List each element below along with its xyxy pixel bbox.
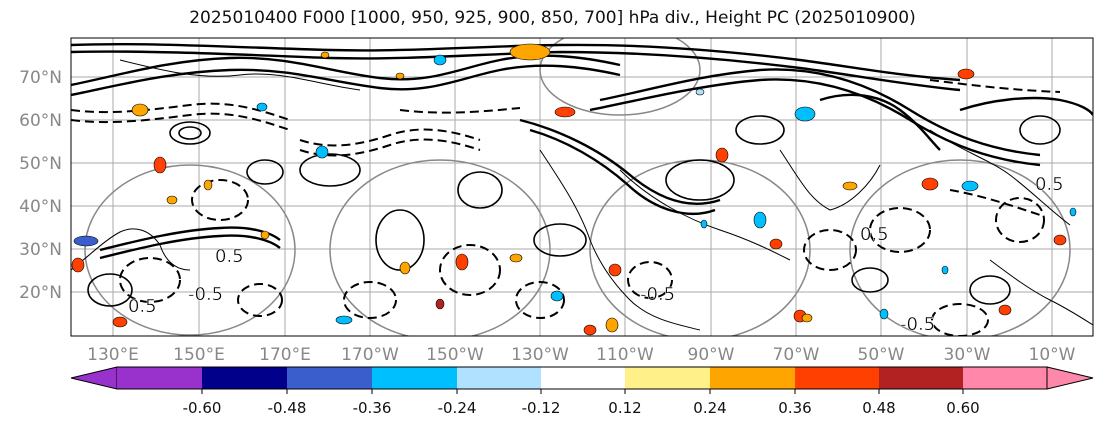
colorbar-bin [541, 367, 625, 389]
lon-label: 150°E [173, 345, 225, 365]
latitude-labels: 70°N 60°N 50°N 40°N 30°N 20°N [19, 68, 62, 303]
map-frame [70, 37, 1094, 337]
contour-label: -0.5 [900, 314, 935, 335]
lat-label: 30°N [19, 240, 62, 260]
lon-label: 110°W [596, 345, 654, 365]
colorbar-bin [372, 367, 457, 389]
colorbar-bin [963, 367, 1047, 389]
lon-label: 30°W [944, 345, 991, 365]
lon-label: 170°E [259, 345, 311, 365]
lat-label: 40°N [19, 197, 62, 217]
contour-label: -0.5 [188, 284, 223, 305]
lat-label: 50°N [19, 154, 62, 174]
lon-label: 170°W [341, 345, 399, 365]
colorbar-bin [879, 367, 963, 389]
colorbar-tick-label: 0.60 [946, 399, 979, 417]
divergence-patches [71, 43, 1077, 336]
colorbar-tick-label: 0.24 [693, 399, 726, 417]
lon-label: 130°W [511, 345, 569, 365]
colorbar-tick-label: 0.12 [608, 399, 641, 417]
contour-labels: -0.5 0.5 0.5 -0.5 0.5 -0.5 0.5 [128, 174, 1064, 336]
colorbar-tick-label: -0.12 [522, 399, 561, 417]
map-title: 2025010400 F000 [1000, 950, 925, 900, 85… [189, 8, 916, 28]
colorbar-tick-label: -0.24 [438, 399, 477, 417]
lon-label: 10°W [1029, 345, 1076, 365]
colorbar-bin [457, 367, 541, 389]
contour-label: 0.5 [1035, 174, 1064, 195]
colorbar-bin [625, 367, 710, 389]
map-panel: -0.5 0.5 0.5 -0.5 0.5 -0.5 0.5 [70, 37, 1094, 337]
lon-label: 150°W [426, 345, 484, 365]
lon-label: 90°W [688, 345, 735, 365]
contour-label: 0.5 [860, 224, 889, 245]
lon-label: 130°E [87, 345, 139, 365]
colorbar-bin [287, 367, 372, 389]
colorbar-bin [710, 367, 795, 389]
colorbar-tick-label: -0.36 [353, 399, 392, 417]
contour-label: 0.5 [128, 296, 157, 317]
contour-label: -0.5 [640, 284, 675, 305]
colorbar: -0.60 -0.48 -0.36 -0.24 -0.12 0.12 0.24 … [70, 366, 1094, 417]
colorbar-tick-label: -0.60 [183, 399, 222, 417]
colorbar-bin [117, 367, 202, 389]
colorbar-tick-label: 0.48 [862, 399, 895, 417]
longitude-labels: 130°E 150°E 170°E 170°W 150°W 130°W 110°… [87, 345, 1076, 365]
lon-label: 50°W [858, 345, 905, 365]
lat-label: 70°N [19, 68, 62, 88]
lat-label: 20°N [19, 283, 62, 303]
dashed-contours [71, 79, 1061, 336]
lat-label: 60°N [19, 111, 62, 131]
colorbar-tick-label: 0.36 [778, 399, 811, 417]
colorbar-bin [795, 367, 879, 389]
contour-label: 0.5 [215, 246, 244, 267]
colorbar-max-extend [1046, 366, 1094, 390]
lon-label: 70°W [773, 345, 820, 365]
colorbar-bin [202, 367, 287, 389]
colorbar-tick-label: -0.48 [268, 399, 307, 417]
colorbar-min-extend [70, 366, 118, 390]
